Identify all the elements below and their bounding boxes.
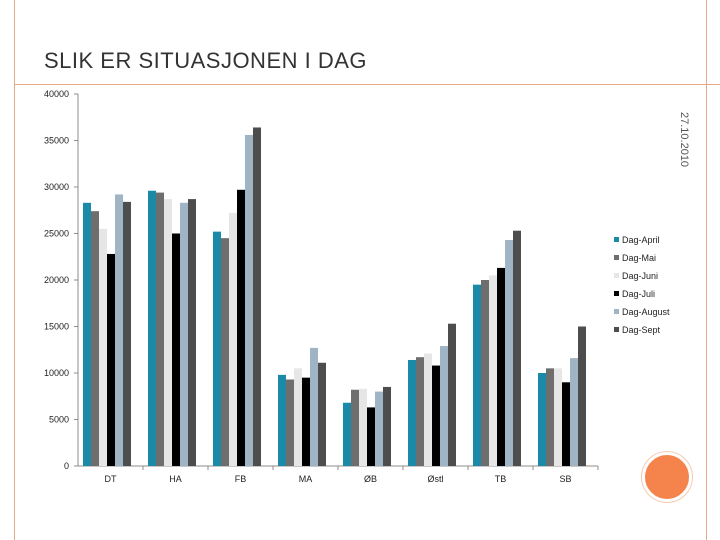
- bar: [367, 407, 375, 466]
- frame-right-line: [706, 0, 707, 540]
- bar: [237, 189, 245, 467]
- legend-swatch: [614, 273, 619, 278]
- y-tick-label: 15000: [44, 322, 69, 332]
- bar: [107, 253, 115, 466]
- bar: [440, 346, 448, 466]
- legend-swatch: [614, 255, 619, 260]
- bar: [221, 238, 229, 466]
- bar: [213, 231, 221, 466]
- legend-swatch: [614, 327, 619, 332]
- y-tick-label: 0: [64, 461, 69, 471]
- legend-label: Dag-Sept: [622, 325, 661, 335]
- slide-date: 27.10.2010: [678, 112, 690, 168]
- bar: [546, 368, 554, 466]
- legend-swatch: [614, 309, 619, 314]
- y-tick-label: 20000: [44, 275, 69, 285]
- legend-swatch: [614, 237, 619, 242]
- frame-left-line: [14, 0, 15, 540]
- bar: [99, 228, 107, 466]
- legend-swatch: [614, 291, 619, 296]
- y-tick-label: 25000: [44, 229, 69, 239]
- legend-label: Dag-Juni: [622, 271, 658, 281]
- bar: [570, 358, 578, 466]
- bar: [91, 211, 99, 466]
- bar: [164, 199, 172, 466]
- decorative-circle: [642, 452, 692, 502]
- y-tick-label: 10000: [44, 368, 69, 378]
- bar: [432, 365, 440, 466]
- bar: [245, 134, 253, 467]
- bar: [343, 402, 351, 466]
- bar: [473, 284, 481, 466]
- x-tick-label: DT: [105, 474, 117, 484]
- x-tick-label: Østl: [427, 474, 443, 484]
- bar: [318, 362, 326, 466]
- legend-label: Dag-April: [622, 235, 660, 245]
- bar: [359, 388, 367, 466]
- bar: [416, 357, 424, 466]
- x-tick-label: ØB: [364, 474, 377, 484]
- bar: [83, 202, 91, 466]
- bar: [286, 379, 294, 466]
- bar: [538, 373, 546, 466]
- bar: [188, 199, 196, 466]
- slide-title: SLIK ER SITUASJONEN I DAG: [44, 48, 368, 73]
- legend-label: Dag-Mai: [622, 253, 656, 263]
- bar: [156, 192, 164, 466]
- bar: [180, 202, 188, 466]
- bar: [294, 368, 302, 466]
- x-tick-label: FB: [235, 474, 247, 484]
- bar: [302, 377, 310, 466]
- y-tick-label: 5000: [49, 415, 69, 425]
- bar: [448, 323, 456, 466]
- bar: [408, 359, 416, 466]
- x-tick-label: TB: [495, 474, 507, 484]
- bar: [513, 230, 521, 466]
- bar: [351, 389, 359, 466]
- bar: [554, 368, 562, 466]
- bar: [578, 326, 586, 466]
- bar: [278, 374, 286, 466]
- bar: [253, 127, 261, 466]
- bar: [424, 353, 432, 466]
- bar: [489, 275, 497, 466]
- bar: [505, 240, 513, 466]
- bar: [383, 386, 391, 466]
- bar: [115, 194, 123, 466]
- frame-title-divider: [14, 84, 720, 85]
- y-tick-label: 30000: [44, 182, 69, 192]
- legend-label: Dag-August: [622, 307, 670, 317]
- y-tick-label: 35000: [44, 136, 69, 146]
- bar: [497, 267, 505, 466]
- bar: [172, 233, 180, 466]
- bar: [481, 280, 489, 466]
- bar: [562, 382, 570, 466]
- x-tick-label: HA: [169, 474, 182, 484]
- bar: [375, 391, 383, 466]
- y-tick-label: 40000: [44, 89, 69, 99]
- bar: [123, 201, 131, 466]
- bar: [310, 347, 318, 466]
- bar: [229, 213, 237, 466]
- x-tick-label: SB: [559, 474, 571, 484]
- bar: [148, 190, 156, 466]
- x-tick-label: MA: [299, 474, 313, 484]
- legend-label: Dag-Juli: [622, 289, 655, 299]
